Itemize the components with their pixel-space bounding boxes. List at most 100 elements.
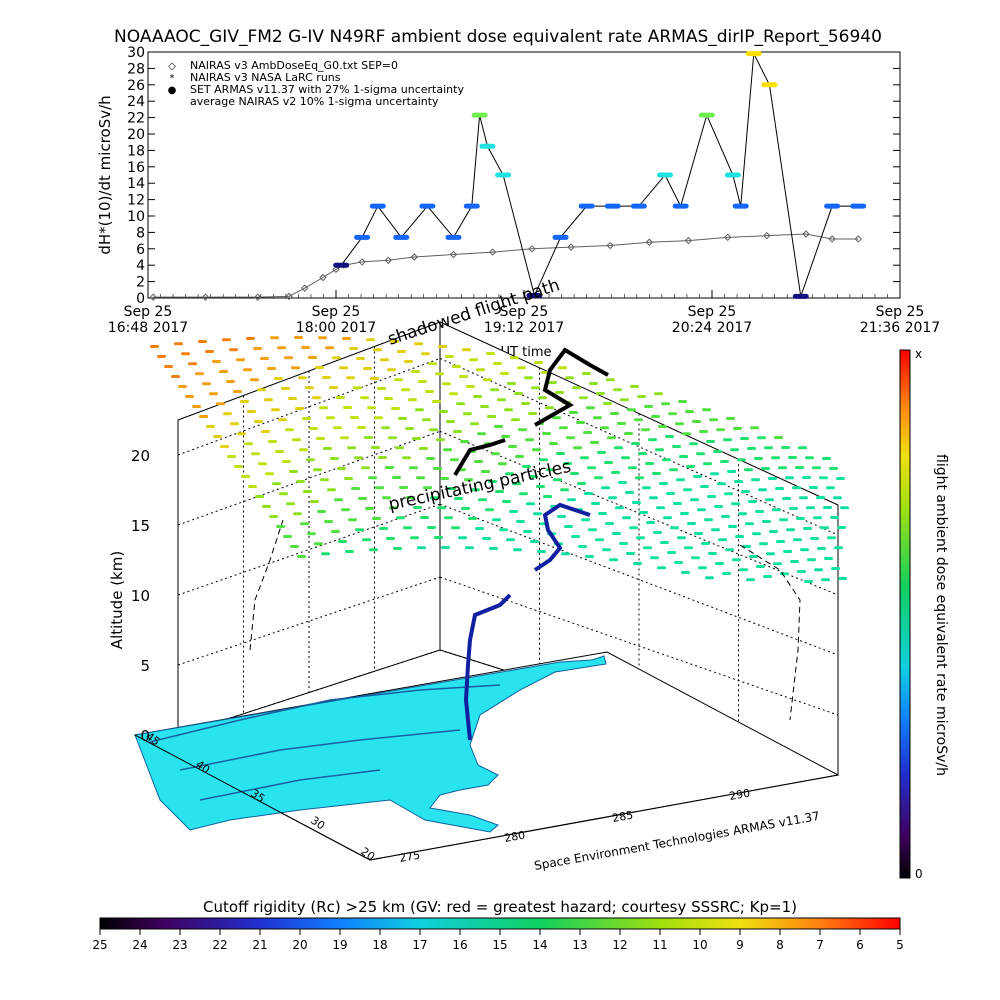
particle-dash <box>209 392 218 396</box>
particle-dash <box>521 402 530 405</box>
particle-dash <box>404 360 413 363</box>
particle-dash <box>829 467 838 470</box>
particle-dash <box>817 547 826 550</box>
particle-dash <box>362 538 371 542</box>
particle-dash <box>786 528 795 532</box>
particle-dash <box>423 486 432 490</box>
particle-dash <box>414 342 423 346</box>
particle-dash <box>345 550 354 553</box>
particle-dash <box>320 478 329 482</box>
particle-dash <box>494 425 503 428</box>
longitude-tick-label: 280 <box>503 829 526 845</box>
particle-dash <box>264 398 273 402</box>
x-tick-label: 19:12 2017 <box>484 320 564 336</box>
particle-dash <box>659 482 668 485</box>
particle-dash <box>243 368 252 372</box>
particle-dash <box>799 496 808 500</box>
particle-dash <box>206 425 215 428</box>
particle-dash <box>310 500 319 503</box>
particle-dash <box>234 465 243 468</box>
particle-dash <box>517 366 526 370</box>
particle-dash <box>354 456 363 460</box>
particle-dash <box>283 535 292 538</box>
particle-dash <box>502 500 511 503</box>
particle-dash <box>676 478 685 482</box>
particle-dash <box>290 545 299 548</box>
particle-dash <box>420 516 429 519</box>
particle-dash <box>501 435 510 438</box>
particle-dash <box>398 417 407 420</box>
particle-dash <box>250 378 259 382</box>
particle-dash <box>650 556 659 560</box>
front-left-edge <box>134 734 371 861</box>
particle-dash <box>289 470 298 473</box>
particle-dash <box>326 416 335 420</box>
particle-dash <box>368 476 377 480</box>
grid-line <box>439 430 839 596</box>
particle-dash <box>604 461 613 464</box>
altitude-tick-label: 0 <box>140 727 150 745</box>
set-armas-point <box>333 262 350 268</box>
particle-dash <box>348 518 357 522</box>
particle-dash <box>813 516 822 520</box>
particle-dash <box>704 518 713 522</box>
particle-dash <box>675 422 684 426</box>
x-tick-label: Sep 25 <box>500 304 549 320</box>
particle-dash <box>751 478 760 482</box>
particle-dash <box>508 445 517 448</box>
particle-dash <box>274 377 283 380</box>
nairas-v3-point <box>802 230 810 238</box>
particle-dash <box>507 382 516 385</box>
particle-dash <box>793 538 802 542</box>
particle-dash <box>740 437 749 440</box>
particle-dash <box>744 468 753 472</box>
particle-dash <box>402 456 411 460</box>
particle-dash <box>761 467 770 470</box>
particle-dash <box>565 376 574 380</box>
particle-dash <box>213 435 222 438</box>
particle-dash <box>713 450 722 453</box>
particle-dash <box>762 520 771 523</box>
colorbar-tick-label: 17 <box>412 938 427 952</box>
particle-dash <box>466 385 475 388</box>
particle-dash <box>464 478 473 482</box>
x-tick-label: 16:48 2017 <box>108 320 188 336</box>
particle-dash <box>696 452 705 456</box>
particle-dash <box>779 518 788 522</box>
particle-dash <box>557 515 566 518</box>
particle-dash <box>323 447 332 450</box>
particle-dash <box>393 547 402 550</box>
particle-dash <box>302 417 311 420</box>
y-tick-label: 0 <box>136 291 145 307</box>
particle-dash <box>410 536 419 540</box>
particle-dash <box>613 388 622 392</box>
particle-dash <box>597 451 606 454</box>
right-colorbar-bottom-label: 0 <box>915 867 923 881</box>
particle-dash <box>288 397 297 400</box>
particle-dash <box>331 530 340 533</box>
particle-dash <box>823 506 832 509</box>
particle-dash <box>589 382 598 385</box>
colorbar-tick-label: 22 <box>212 938 227 952</box>
right-colorbar-gradient <box>899 349 911 879</box>
particle-dash <box>174 342 183 346</box>
particle-dash <box>419 447 428 450</box>
particle-dash <box>529 475 538 478</box>
particle-dash <box>714 505 723 508</box>
particle-dash <box>512 482 521 486</box>
nairas-v3-point <box>606 241 614 250</box>
particle-dash <box>716 428 725 432</box>
nairas-v3-point <box>684 236 693 245</box>
particle-dash <box>286 502 295 506</box>
particle-dash <box>570 472 579 475</box>
colorbar-tick-label: 7 <box>816 938 824 952</box>
particle-dash <box>437 506 446 510</box>
particle-dash <box>178 385 187 388</box>
particle-dash <box>294 336 303 339</box>
particle-dash <box>686 465 695 468</box>
particle-dash <box>765 498 774 502</box>
particle-dash <box>789 507 798 510</box>
particle-dash <box>831 567 840 570</box>
